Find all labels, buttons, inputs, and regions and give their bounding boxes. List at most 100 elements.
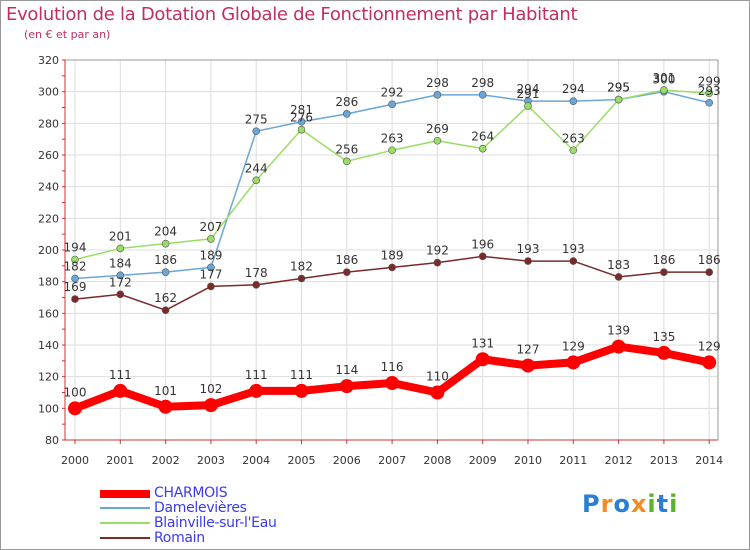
data-label-charmois: 129 xyxy=(562,339,585,353)
x-tick-label: 2013 xyxy=(650,454,678,467)
data-point-blainville-sur-l-eau xyxy=(161,239,170,248)
data-label-blainville-sur-l-eau: 244 xyxy=(245,161,268,175)
data-point-damelevi-res xyxy=(71,274,79,283)
data-label-blainville-sur-l-eau: 263 xyxy=(562,131,585,145)
data-point-romain xyxy=(388,263,396,272)
legend-label-romain: Romain xyxy=(154,530,205,546)
data-label-romain: 183 xyxy=(607,258,630,272)
logo-letter: i xyxy=(669,490,679,518)
data-point-romain xyxy=(524,257,532,265)
data-point-damelevi-res xyxy=(478,91,487,99)
data-point-romain xyxy=(660,268,668,276)
data-label-romain: 186 xyxy=(335,253,358,267)
data-point-charmois xyxy=(249,383,264,398)
y-tick-label: 220 xyxy=(38,212,59,225)
data-point-charmois xyxy=(566,355,581,370)
data-label-blainville-sur-l-eau: 201 xyxy=(109,229,132,243)
data-point-romain xyxy=(569,257,578,265)
data-label-romain: 186 xyxy=(652,253,675,267)
data-point-blainville-sur-l-eau xyxy=(116,244,125,253)
data-label-blainville-sur-l-eau: 291 xyxy=(517,87,540,101)
data-label-blainville-sur-l-eau: 264 xyxy=(471,130,494,144)
data-point-blainville-sur-l-eau xyxy=(252,176,261,185)
data-label-romain: 186 xyxy=(698,253,721,267)
data-label-blainville-sur-l-eau: 256 xyxy=(335,142,358,156)
data-point-damelevi-res xyxy=(388,100,396,109)
y-tick-label: 240 xyxy=(38,181,59,194)
data-point-blainville-sur-l-eau xyxy=(705,89,714,98)
data-label-charmois: 114 xyxy=(335,363,358,377)
x-tick-label: 2008 xyxy=(423,454,451,467)
data-point-romain xyxy=(161,306,170,314)
x-tick-label: 2012 xyxy=(605,454,633,467)
data-label-charmois: 102 xyxy=(199,382,222,396)
data-point-blainville-sur-l-eau xyxy=(660,86,668,94)
y-tick-label: 200 xyxy=(38,244,59,257)
data-label-damelevi-res: 295 xyxy=(607,81,630,95)
data-point-damelevi-res xyxy=(342,110,351,118)
data-label-romain: 192 xyxy=(426,244,449,258)
x-tick-label: 2007 xyxy=(378,454,406,467)
y-tick-label: 260 xyxy=(38,149,59,162)
data-point-charmois xyxy=(158,399,173,414)
data-point-charmois xyxy=(294,383,309,398)
y-tick-label: 320 xyxy=(38,54,59,67)
data-point-charmois xyxy=(113,383,128,398)
data-point-charmois xyxy=(521,358,535,373)
x-tick-label: 2002 xyxy=(152,454,180,467)
data-label-romain: 193 xyxy=(562,242,585,256)
data-label-romain: 162 xyxy=(154,291,177,305)
y-tick-label: 120 xyxy=(38,371,59,384)
x-tick-label: 2009 xyxy=(469,454,497,467)
data-point-blainville-sur-l-eau xyxy=(524,102,532,110)
data-label-damelevi-res: 293 xyxy=(698,84,721,98)
data-label-damelevi-res: 275 xyxy=(245,112,268,126)
data-label-damelevi-res: 182 xyxy=(64,260,87,274)
legend-swatch-damelevieres xyxy=(100,507,150,509)
data-point-romain xyxy=(342,268,351,276)
x-tick-label: 2003 xyxy=(197,454,225,467)
data-label-damelevi-res: 184 xyxy=(109,256,132,270)
data-label-romain: 182 xyxy=(290,260,313,274)
data-point-romain xyxy=(116,290,125,299)
data-label-blainville-sur-l-eau: 269 xyxy=(426,122,449,136)
data-label-romain: 193 xyxy=(517,242,540,256)
data-label-blainville-sur-l-eau: 204 xyxy=(154,225,177,239)
data-point-charmois xyxy=(475,352,490,367)
data-label-charmois: 101 xyxy=(154,384,177,398)
data-point-damelevi-res xyxy=(207,263,215,272)
data-label-damelevi-res: 294 xyxy=(517,82,540,96)
data-point-blainville-sur-l-eau xyxy=(478,144,487,153)
data-label-romain: 177 xyxy=(199,267,222,281)
data-label-blainville-sur-l-eau: 295 xyxy=(607,81,630,95)
data-point-blainville-sur-l-eau xyxy=(342,157,351,166)
legend-label-blainville: Blainville-sur-l'Eau xyxy=(154,515,277,531)
data-label-romain: 189 xyxy=(381,248,404,262)
data-label-charmois: 111 xyxy=(290,368,313,382)
data-point-charmois xyxy=(203,398,218,413)
data-label-charmois: 111 xyxy=(109,368,132,382)
data-point-blainville-sur-l-eau xyxy=(614,95,623,104)
y-tick-label: 280 xyxy=(38,117,59,130)
y-tick-label: 180 xyxy=(38,276,59,289)
data-label-romain: 169 xyxy=(64,280,87,294)
data-label-damelevi-res: 300 xyxy=(652,73,675,87)
data-point-charmois xyxy=(68,401,82,416)
y-tick-label: 140 xyxy=(38,339,59,352)
data-point-damelevi-res xyxy=(161,268,170,276)
data-label-blainville-sur-l-eau: 299 xyxy=(698,74,721,88)
legend-label-charmois: CHARMOIS xyxy=(154,485,228,501)
data-label-blainville-sur-l-eau: 207 xyxy=(199,220,222,234)
data-point-damelevi-res xyxy=(116,271,125,280)
data-point-romain xyxy=(207,282,215,291)
chart-title: Evolution de la Dotation Globale de Fonc… xyxy=(6,4,578,25)
data-point-damelevi-res xyxy=(569,97,578,105)
data-label-damelevi-res: 286 xyxy=(335,95,358,109)
x-tick-label: 2010 xyxy=(514,454,542,467)
y-tick-label: 300 xyxy=(38,86,59,99)
data-point-romain xyxy=(614,273,623,281)
data-point-damelevi-res xyxy=(252,127,261,136)
data-point-romain xyxy=(705,268,714,276)
x-tick-label: 2014 xyxy=(695,454,723,467)
